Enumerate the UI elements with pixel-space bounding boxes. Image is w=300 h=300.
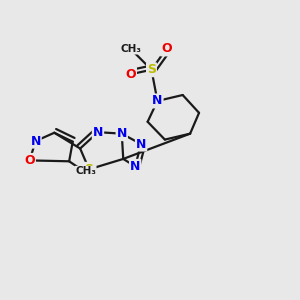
Text: N: N (117, 127, 127, 140)
Text: CH₃: CH₃ (120, 44, 141, 54)
Text: N: N (130, 160, 140, 173)
Text: CH₃: CH₃ (75, 167, 96, 176)
Text: O: O (24, 154, 35, 167)
Text: N: N (136, 138, 146, 151)
Text: N: N (93, 126, 103, 139)
Text: S: S (147, 63, 156, 76)
Text: O: O (161, 42, 172, 56)
Text: N: N (152, 94, 163, 107)
Text: N: N (30, 135, 41, 148)
Text: S: S (85, 163, 94, 176)
Text: O: O (125, 68, 136, 81)
